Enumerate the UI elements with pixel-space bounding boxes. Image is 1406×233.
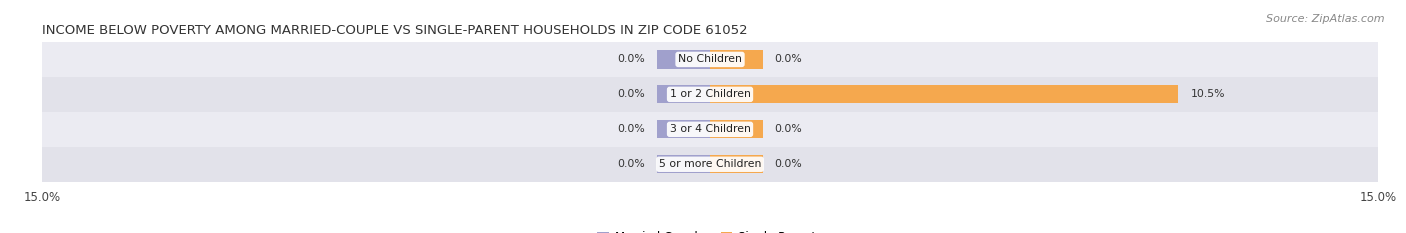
Text: 0.0%: 0.0% bbox=[617, 55, 645, 64]
Bar bbox=[710, 85, 1177, 103]
Bar bbox=[42, 147, 1378, 182]
Text: 0.0%: 0.0% bbox=[775, 124, 803, 134]
Bar bbox=[657, 155, 710, 173]
Bar bbox=[710, 120, 763, 138]
Text: 0.0%: 0.0% bbox=[617, 124, 645, 134]
Text: INCOME BELOW POVERTY AMONG MARRIED-COUPLE VS SINGLE-PARENT HOUSEHOLDS IN ZIP COD: INCOME BELOW POVERTY AMONG MARRIED-COUPL… bbox=[42, 24, 748, 37]
Text: 5 or more Children: 5 or more Children bbox=[659, 159, 761, 169]
Text: Source: ZipAtlas.com: Source: ZipAtlas.com bbox=[1267, 14, 1385, 24]
Bar bbox=[657, 120, 710, 138]
Text: 3 or 4 Children: 3 or 4 Children bbox=[669, 124, 751, 134]
Bar bbox=[657, 85, 710, 103]
Bar bbox=[42, 77, 1378, 112]
Legend: Married Couples, Single Parents: Married Couples, Single Parents bbox=[593, 226, 827, 233]
Bar bbox=[42, 112, 1378, 147]
Bar bbox=[710, 155, 763, 173]
Text: 1 or 2 Children: 1 or 2 Children bbox=[669, 89, 751, 99]
Text: 0.0%: 0.0% bbox=[775, 159, 803, 169]
Bar bbox=[42, 42, 1378, 77]
Text: 0.0%: 0.0% bbox=[775, 55, 803, 64]
Bar bbox=[657, 50, 710, 69]
Bar bbox=[710, 50, 763, 69]
Text: No Children: No Children bbox=[678, 55, 742, 64]
Text: 10.5%: 10.5% bbox=[1191, 89, 1226, 99]
Text: 0.0%: 0.0% bbox=[617, 89, 645, 99]
Text: 0.0%: 0.0% bbox=[617, 159, 645, 169]
